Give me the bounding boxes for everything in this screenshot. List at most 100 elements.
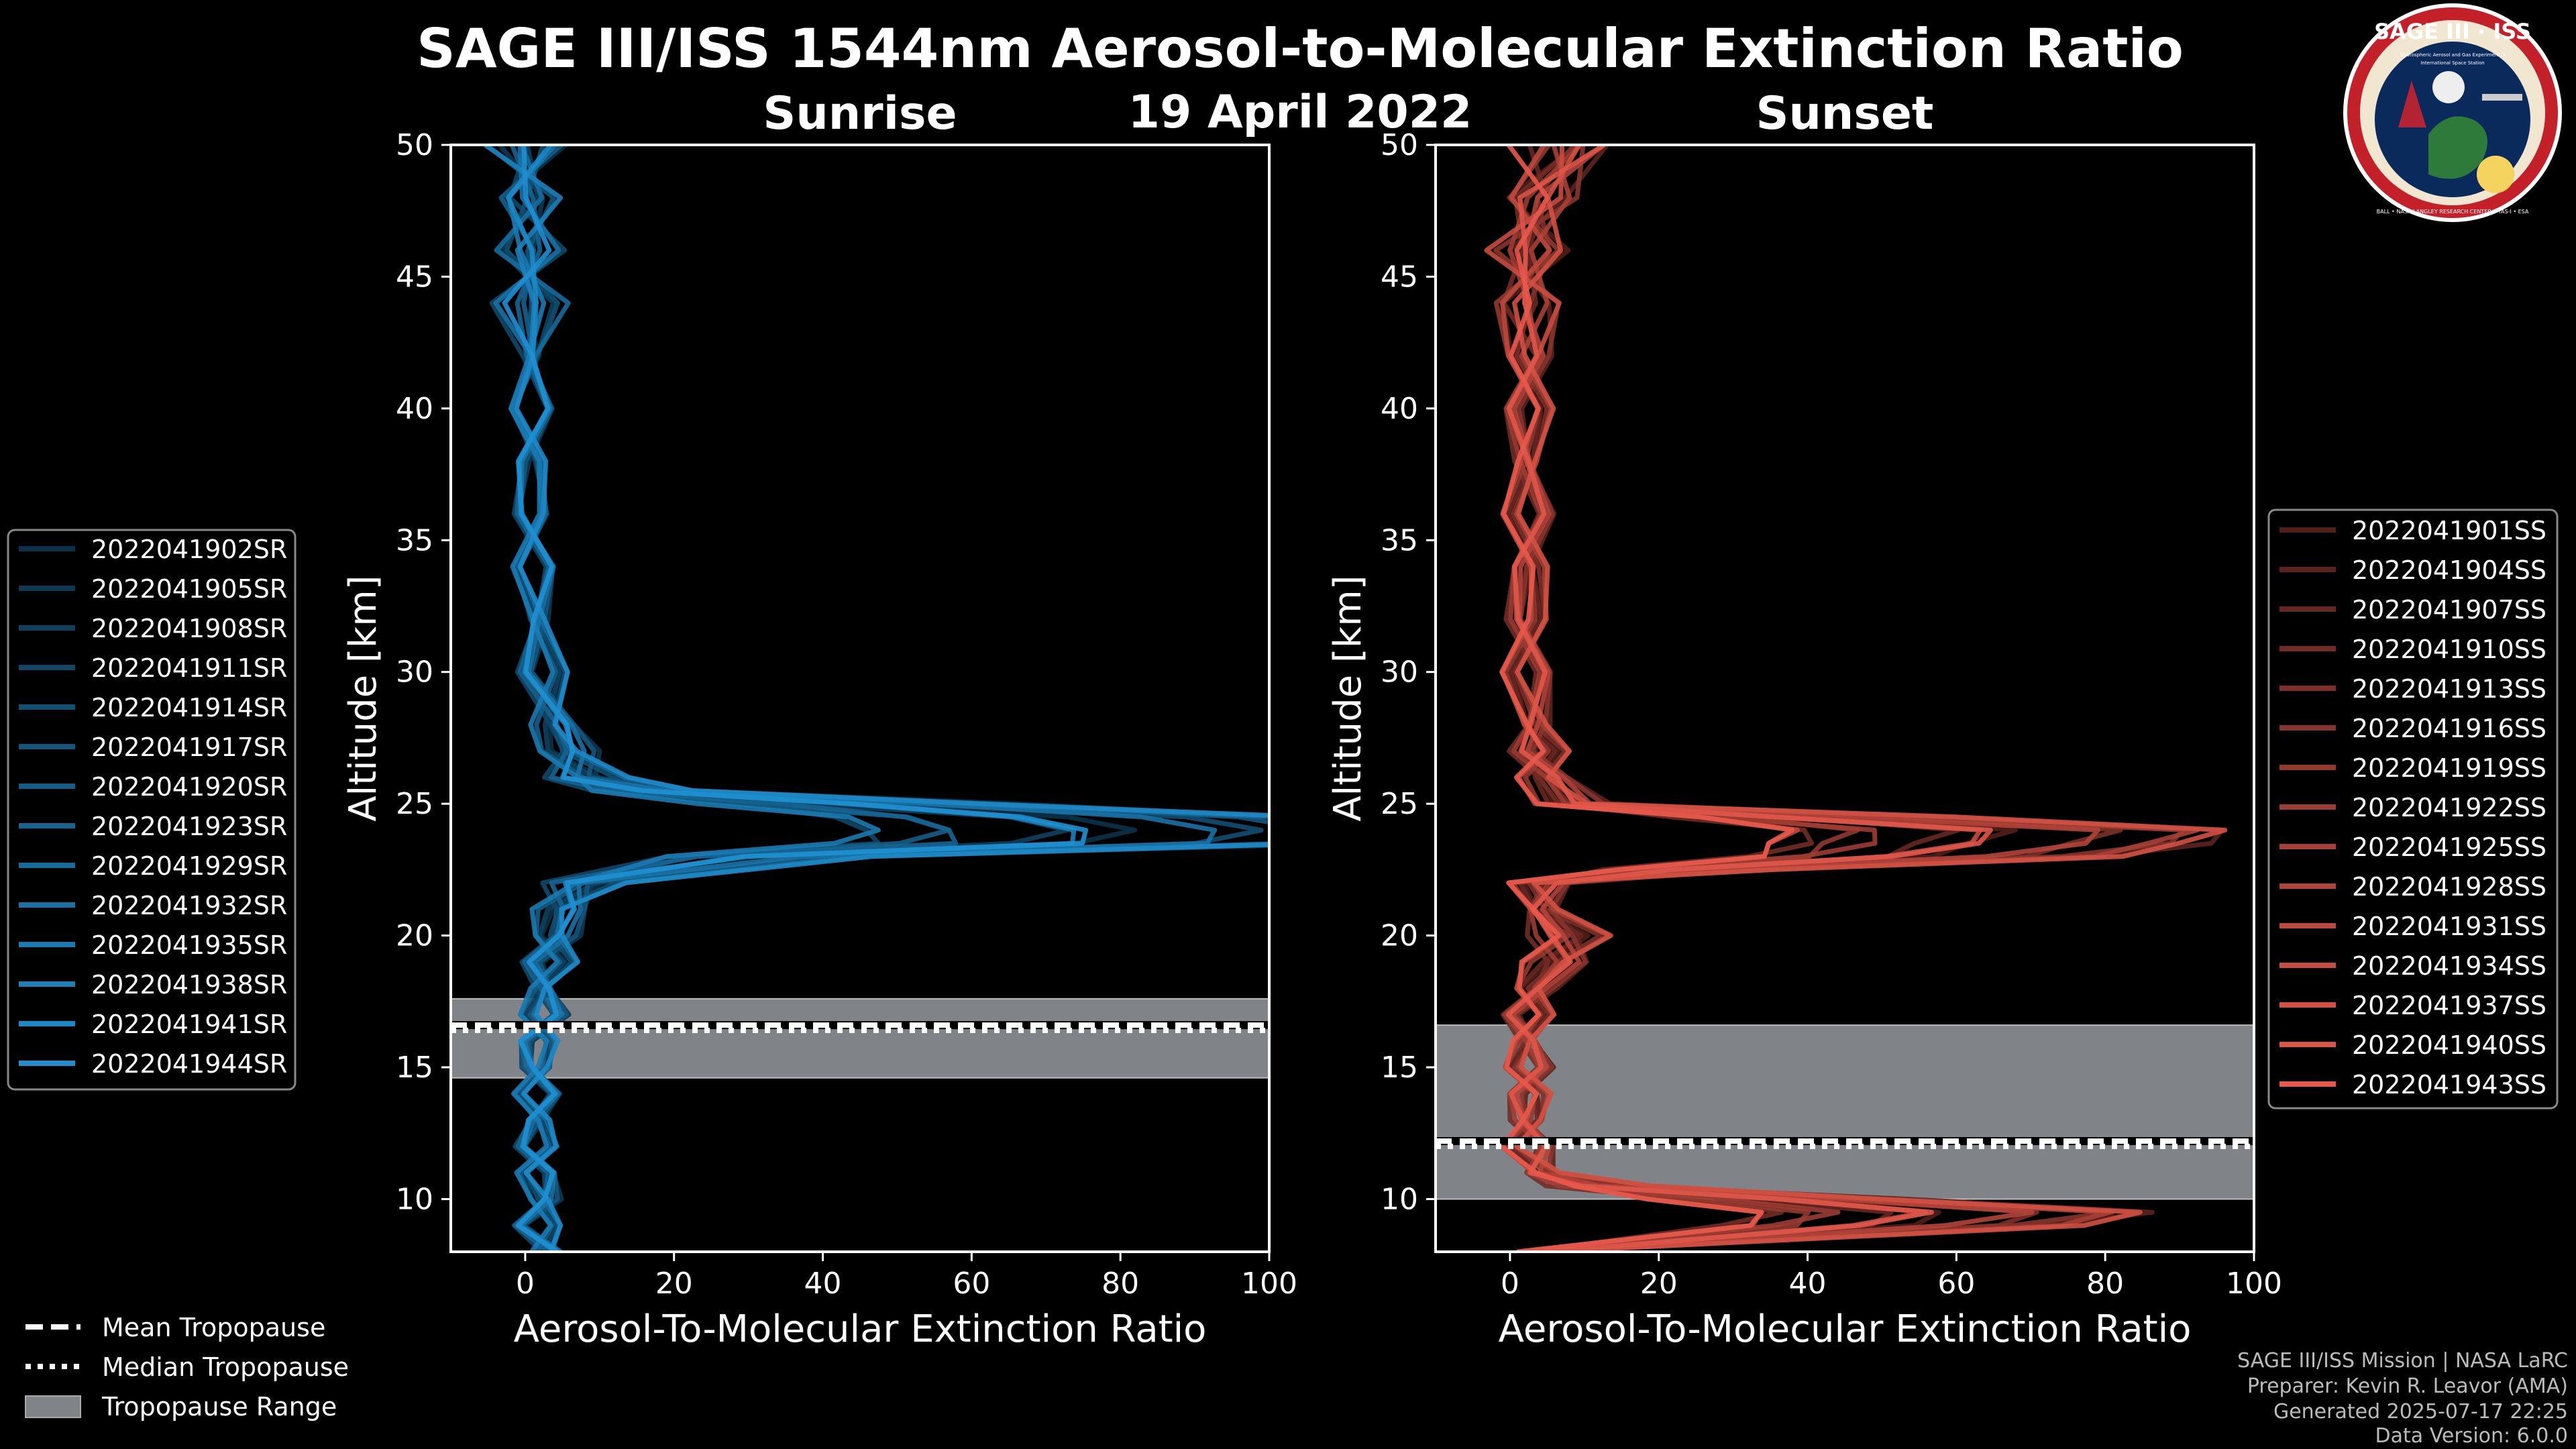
sunrise-legend-label: 2022041938SR bbox=[91, 970, 287, 1000]
sunrise-ytick-label: 50 bbox=[396, 128, 433, 162]
sunrise-ytick-label: 35 bbox=[396, 523, 433, 557]
sunrise-ytick-label: 25 bbox=[396, 787, 433, 821]
sunset-ylabel: Altitude [km] bbox=[1326, 575, 1370, 821]
sunset-ytick-label: 45 bbox=[1381, 260, 1418, 294]
sunrise-profile-2022041944SR bbox=[502, 145, 1089, 1252]
mean-tropopause-label: Mean Tropopause bbox=[102, 1313, 325, 1342]
sunset-legend-label: 2022041937SS bbox=[2352, 991, 2546, 1020]
sunset-ytick-label: 15 bbox=[1381, 1051, 1418, 1085]
sunset-ytick-label: 35 bbox=[1381, 523, 1418, 557]
credit-mission: SAGE III/ISS Mission | NASA LaRC bbox=[2237, 1349, 2568, 1373]
sunrise-ytick-label: 15 bbox=[396, 1051, 433, 1085]
sunrise-profile-2022041902SR bbox=[501, 145, 1138, 1252]
sunset-plot-frame bbox=[1434, 144, 2255, 1253]
sunrise-ytick-label: 30 bbox=[396, 655, 433, 690]
sunset-ytick-label: 50 bbox=[1381, 128, 1418, 162]
chart-date: 19 April 2022 bbox=[1128, 86, 1472, 139]
sunrise-profile-2022041917SR bbox=[485, 145, 1269, 1252]
logo-station: International Space Station bbox=[2420, 60, 2484, 66]
sunset-legend-label: 2022041904SS bbox=[2352, 555, 2546, 585]
sunrise-plot-frame bbox=[449, 144, 1271, 1253]
sunset-legend-label: 2022041925SS bbox=[2352, 833, 2546, 862]
sunset-legend-label: 2022041922SS bbox=[2352, 793, 2546, 822]
credit-preparer: Preparer: Kevin R. Leavor (AMA) bbox=[2247, 1375, 2568, 1398]
sunrise-profile-2022041929SR bbox=[494, 145, 1269, 1252]
credits: SAGE III/ISS Mission | NASA LaRC Prepare… bbox=[2237, 1349, 2568, 1448]
sunset-xtick-label: 0 bbox=[1501, 1267, 1519, 1301]
sunrise-legend-label: 2022041914SR bbox=[91, 693, 287, 722]
sunrise-legend-label: 2022041935SR bbox=[91, 930, 287, 960]
sunset-legend-label: 2022041916SS bbox=[2352, 714, 2546, 743]
sunrise-profile-2022041938SR bbox=[483, 145, 1077, 1252]
sunset-legend-label: 2022041940SS bbox=[2352, 1030, 2546, 1060]
sunset-panel: 0 20 40 60 80 100 10 15 20 25 30 35 40 45 50 Aerosol-T… bbox=[1326, 128, 2282, 1351]
sunrise-profile-2022041920SR bbox=[498, 145, 952, 1252]
sunrise-legend-label: 2022041944SR bbox=[91, 1049, 287, 1079]
sunrise-ytick-label: 45 bbox=[396, 260, 433, 294]
sunrise-ytick-label: 20 bbox=[396, 919, 433, 953]
sunset-legend-label: 2022041910SS bbox=[2352, 635, 2546, 664]
sunrise-ytick-label: 10 bbox=[396, 1182, 433, 1216]
sunset-legend-label: 2022041928SS bbox=[2352, 872, 2546, 902]
sunset-xtick-label: 80 bbox=[2086, 1267, 2124, 1301]
chart-title: SAGE III/ISS 1544nm Aerosol-to-Molecular… bbox=[417, 17, 2184, 80]
sunrise-profile-2022041905SR bbox=[498, 145, 1269, 1252]
sunrise-legend: 2022041902SR 2022041905SR 2022041908SR 2022… bbox=[7, 529, 297, 1091]
sunrise-legend-label: 2022041911SR bbox=[91, 653, 287, 683]
sunset-legend-label: 2022041943SS bbox=[2352, 1070, 2546, 1099]
sunrise-xtick-label: 0 bbox=[516, 1267, 535, 1301]
logo-name: SAGE III · ISS bbox=[2374, 19, 2531, 44]
sunrise-subtitle: Sunrise bbox=[763, 87, 957, 140]
sage-iii-iss-logo: SAGE III · ISS Stratospheric Aerosol and… bbox=[2343, 3, 2562, 222]
sunrise-ylabel: Altitude [km] bbox=[341, 575, 385, 821]
sunrise-xlabel: Aerosol-To-Molecular Extinction Ratio bbox=[514, 1307, 1207, 1351]
sunrise-ytick-label: 40 bbox=[396, 392, 433, 426]
sunset-xtick-label: 100 bbox=[2226, 1267, 2282, 1301]
sunrise-legend-label: 2022041920SR bbox=[91, 772, 287, 802]
sunrise-xtick-label: 20 bbox=[655, 1267, 693, 1301]
sunrise-legend-label: 2022041932SR bbox=[91, 891, 287, 920]
sunset-legend-label: 2022041913SS bbox=[2352, 674, 2546, 704]
sunrise-xtick-label: 100 bbox=[1241, 1267, 1297, 1301]
sunrise-legend-label: 2022041908SR bbox=[91, 614, 287, 643]
sunrise-panel: 0 20 40 60 80 100 10 15 20 25 30 35 40 45 50 Aerosol-T… bbox=[341, 128, 1297, 1351]
sunset-ytick-label: 40 bbox=[1381, 392, 1418, 426]
sunset-xlabel: Aerosol-To-Molecular Extinction Ratio bbox=[1499, 1307, 2192, 1351]
sunset-ytick-label: 20 bbox=[1381, 919, 1418, 953]
sunset-ytick-label: 30 bbox=[1381, 655, 1418, 690]
sunset-tropopause-range bbox=[1436, 1024, 2254, 1200]
credit-version: Data Version: 6.0.0 bbox=[2375, 1424, 2568, 1448]
tropopause-range-label: Tropopause Range bbox=[101, 1392, 337, 1421]
sunrise-legend-label: 2022041929SR bbox=[91, 851, 287, 881]
sunset-subtitle: Sunset bbox=[1756, 87, 1934, 140]
sunset-xtick-label: 20 bbox=[1640, 1267, 1678, 1301]
sunrise-profile-2022041908SR bbox=[498, 145, 1070, 1252]
sunrise-profile-2022041932SR bbox=[493, 145, 1218, 1252]
sunset-xtick-label: 40 bbox=[1789, 1267, 1827, 1301]
sunset-legend-label: 2022041901SS bbox=[2352, 516, 2546, 545]
sunrise-xtick-label: 40 bbox=[804, 1267, 842, 1301]
sunset-legend-label: 2022041907SS bbox=[2352, 595, 2546, 625]
logo-ring-text: BALL • NASA LANGLEY RESEARCH CENTER • TA… bbox=[2377, 209, 2529, 215]
tropopause-range-swatch bbox=[25, 1395, 81, 1418]
sunrise-profile-2022041914SR bbox=[504, 145, 1264, 1252]
median-tropopause-label: Median Tropopause bbox=[102, 1352, 349, 1382]
credit-generated: Generated 2025-07-17 22:25 bbox=[2273, 1400, 2568, 1424]
sunset-profile-2022041943SS bbox=[1499, 145, 1795, 1252]
sunset-legend: 2022041901SS 2022041904SS 2022041907SS 2022… bbox=[2267, 508, 2559, 1110]
sunrise-xtick-label: 80 bbox=[1102, 1267, 1139, 1301]
sunrise-tropopause-range bbox=[451, 998, 1269, 1079]
sunrise-legend-label: 2022041923SR bbox=[91, 812, 287, 841]
sunrise-legend-label: 2022041905SR bbox=[91, 574, 287, 604]
sunset-legend-label: 2022041934SS bbox=[2352, 951, 2546, 981]
sunrise-profile-2022041941SR bbox=[506, 145, 1269, 1252]
sunrise-legend-label: 2022041917SR bbox=[91, 733, 287, 762]
sunrise-legend-label: 2022041902SR bbox=[91, 535, 287, 564]
sunrise-legend-label: 2022041941SR bbox=[91, 1010, 287, 1039]
sunset-ytick-label: 10 bbox=[1381, 1182, 1418, 1216]
sunrise-profile-2022041923SR bbox=[509, 145, 959, 1252]
tropopause-legend: Mean Tropopause Median Tropopause Tropop… bbox=[25, 1313, 349, 1421]
sunset-legend-label: 2022041931SS bbox=[2352, 912, 2546, 941]
sunset-ytick-label: 25 bbox=[1381, 787, 1418, 821]
